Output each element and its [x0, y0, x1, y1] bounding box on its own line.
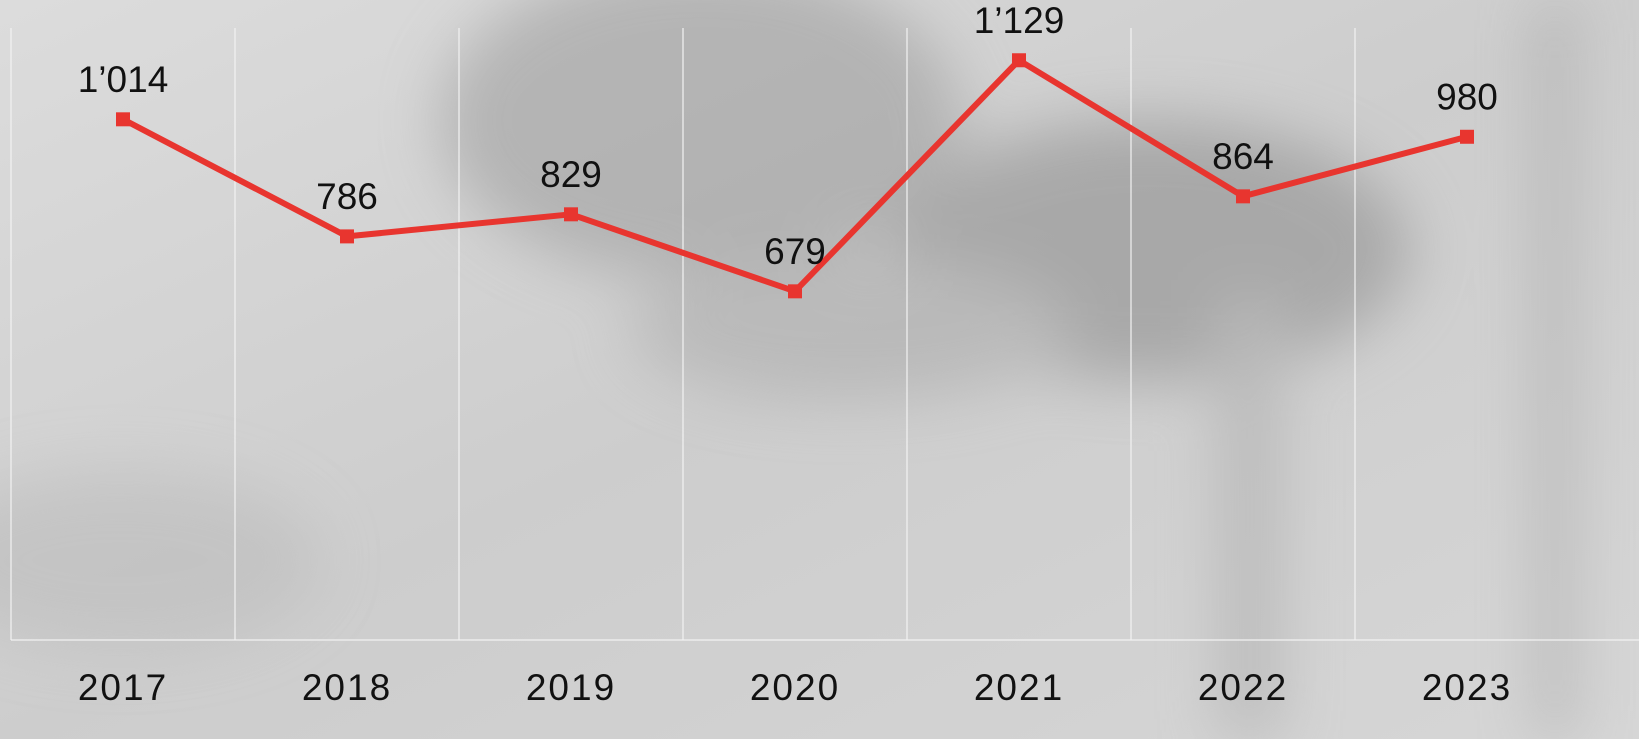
data-label: 1’014 — [78, 59, 169, 100]
x-tick-label: 2020 — [750, 667, 840, 708]
data-point — [116, 112, 130, 127]
data-label: 679 — [764, 231, 826, 272]
x-tick-label: 2018 — [302, 667, 392, 708]
data-label: 786 — [316, 176, 378, 217]
data-label: 864 — [1212, 136, 1274, 177]
x-tick-label: 2023 — [1422, 667, 1512, 708]
data-point — [788, 284, 802, 299]
plot-area: 2017 2018 2019 2020 2021 2022 2023 1’014 786 829 6… — [10, 0, 1639, 708]
data-point — [1460, 129, 1474, 144]
data-point — [1236, 189, 1250, 204]
x-tick-label: 2022 — [1198, 667, 1288, 708]
data-point — [1012, 53, 1026, 68]
data-label: 829 — [540, 154, 602, 195]
data-label: 1’129 — [974, 0, 1065, 41]
data-point — [340, 229, 354, 244]
x-tick-label: 2019 — [526, 667, 616, 708]
data-label: 980 — [1436, 77, 1498, 118]
data-point — [564, 207, 578, 222]
x-tick-label: 2021 — [974, 667, 1064, 708]
x-tick-label: 2017 — [78, 667, 168, 708]
